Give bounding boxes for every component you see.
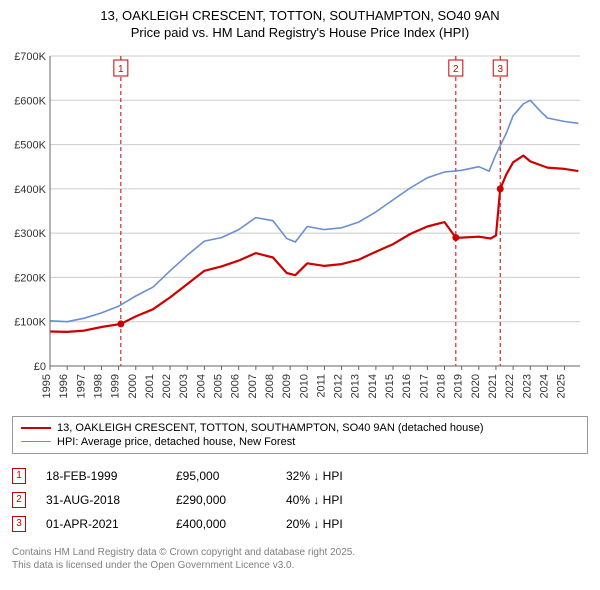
svg-text:1995: 1995	[41, 374, 53, 398]
svg-text:2024: 2024	[538, 374, 550, 398]
line-chart: £0 £100K £200K £300K £400K £500K £600K £700K 199…	[12, 48, 588, 408]
event-row: 2 31-AUG-2018 £290,000 40% ↓ HPI	[12, 488, 588, 512]
svg-text:2020: 2020	[470, 374, 482, 398]
event-price: £290,000	[176, 493, 266, 507]
svg-text:£700K: £700K	[14, 51, 46, 63]
event-marker: 1	[12, 468, 26, 484]
svg-text:2007: 2007	[247, 374, 259, 398]
legend: 13, OAKLEIGH CRESCENT, TOTTON, SOUTHAMPT…	[12, 416, 588, 454]
svg-text:2012: 2012	[333, 374, 345, 398]
chart-svg: £0 £100K £200K £300K £400K £500K £600K £700K 199…	[12, 48, 588, 408]
svg-text:2019: 2019	[453, 374, 465, 398]
event-delta: 20% ↓ HPI	[286, 517, 396, 531]
svg-text:£400K: £400K	[14, 184, 46, 196]
event-delta: 32% ↓ HPI	[286, 469, 396, 483]
svg-text:2005: 2005	[213, 374, 225, 398]
event-date: 31-AUG-2018	[46, 493, 156, 507]
event-row: 3 01-APR-2021 £400,000 20% ↓ HPI	[12, 512, 588, 536]
svg-text:2006: 2006	[230, 374, 242, 398]
svg-text:£500K: £500K	[14, 139, 46, 151]
svg-text:2: 2	[453, 64, 459, 75]
svg-text:2000: 2000	[127, 374, 139, 398]
svg-text:2018: 2018	[435, 374, 447, 398]
svg-text:3: 3	[497, 64, 503, 75]
svg-text:2004: 2004	[195, 374, 207, 398]
svg-text:1998: 1998	[92, 374, 104, 398]
svg-text:2016: 2016	[401, 374, 413, 398]
event-date: 01-APR-2021	[46, 517, 156, 531]
title-line-2: Price paid vs. HM Land Registry's House …	[12, 25, 588, 42]
legend-item: 13, OAKLEIGH CRESCENT, TOTTON, SOUTHAMPT…	[21, 421, 579, 435]
svg-text:2013: 2013	[350, 374, 362, 398]
svg-text:2003: 2003	[178, 374, 190, 398]
event-marker: 2	[12, 492, 26, 508]
svg-text:£100K: £100K	[14, 316, 46, 328]
svg-text:1997: 1997	[75, 374, 87, 398]
svg-text:2022: 2022	[504, 374, 516, 398]
svg-text:1996: 1996	[58, 374, 70, 398]
legend-swatch	[21, 441, 51, 442]
svg-text:2010: 2010	[298, 374, 310, 398]
attribution-line-2: This data is licensed under the Open Gov…	[12, 559, 588, 572]
svg-text:1: 1	[118, 64, 124, 75]
event-row: 1 18-FEB-1999 £95,000 32% ↓ HPI	[12, 464, 588, 488]
event-price: £400,000	[176, 517, 266, 531]
svg-text:1999: 1999	[110, 374, 122, 398]
svg-text:£600K: £600K	[14, 95, 46, 107]
event-price: £95,000	[176, 469, 266, 483]
event-marker: 3	[12, 516, 26, 532]
attribution-line-1: Contains HM Land Registry data © Crown c…	[12, 546, 588, 559]
event-table: 1 18-FEB-1999 £95,000 32% ↓ HPI 2 31-AUG-2018…	[12, 464, 588, 536]
svg-text:2023: 2023	[521, 374, 533, 398]
svg-text:2021: 2021	[487, 374, 499, 398]
svg-text:2025: 2025	[556, 374, 568, 398]
svg-text:2014: 2014	[367, 374, 379, 398]
svg-text:2017: 2017	[418, 374, 430, 398]
svg-text:2009: 2009	[281, 374, 293, 398]
title-line-1: 13, OAKLEIGH CRESCENT, TOTTON, SOUTHAMPT…	[12, 8, 588, 25]
svg-text:2015: 2015	[384, 374, 396, 398]
legend-swatch	[21, 427, 51, 429]
svg-text:2001: 2001	[144, 374, 156, 398]
svg-text:2002: 2002	[161, 374, 173, 398]
event-date: 18-FEB-1999	[46, 469, 156, 483]
svg-text:£200K: £200K	[14, 272, 46, 284]
event-delta: 40% ↓ HPI	[286, 493, 396, 507]
svg-text:2008: 2008	[264, 374, 276, 398]
svg-text:2011: 2011	[315, 374, 327, 398]
legend-item: HPI: Average price, detached house, New …	[21, 435, 579, 449]
legend-label: 13, OAKLEIGH CRESCENT, TOTTON, SOUTHAMPT…	[57, 422, 484, 434]
svg-text:£300K: £300K	[14, 228, 46, 240]
legend-label: HPI: Average price, detached house, New …	[57, 436, 295, 448]
svg-text:£0: £0	[34, 361, 46, 373]
chart-title: 13, OAKLEIGH CRESCENT, TOTTON, SOUTHAMPT…	[12, 8, 588, 42]
attribution: Contains HM Land Registry data © Crown c…	[12, 546, 588, 572]
